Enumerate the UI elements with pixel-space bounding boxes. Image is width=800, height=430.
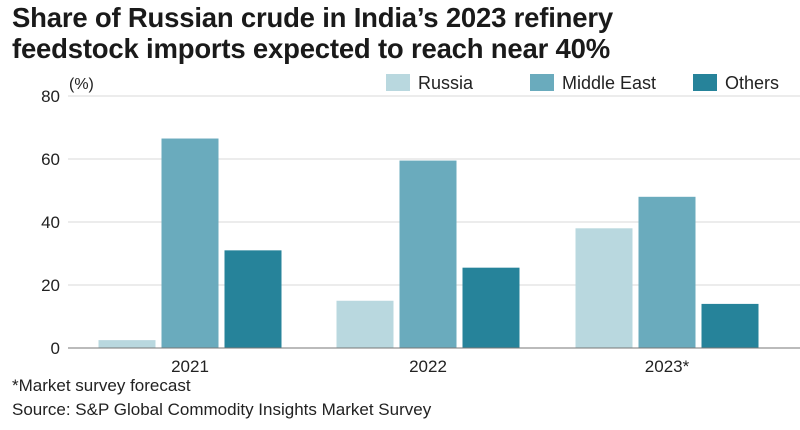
x-axis-ticks: 2021 2022 2023* <box>171 357 690 376</box>
chart-title: Share of Russian crude in India’s 2023 r… <box>12 2 792 64</box>
legend-swatch <box>693 74 717 91</box>
legend-swatch <box>530 74 554 91</box>
bar-middle-east-2023 <box>638 196 696 348</box>
bar-russia-2023 <box>575 228 633 348</box>
legend-item-middle-east: Middle East <box>530 73 656 93</box>
chart-title-line-1: Share of Russian crude in India’s 2023 r… <box>12 2 613 33</box>
legend-label: Russia <box>418 73 474 93</box>
legend-label: Others <box>725 73 779 93</box>
legend-label: Middle East <box>562 73 656 93</box>
x-tick-label: 2023* <box>645 357 690 376</box>
y-tick-label: 0 <box>51 339 60 358</box>
legend: Russia Middle East Others <box>386 73 779 93</box>
y-tick-label: 60 <box>41 150 60 169</box>
bar-others-2021 <box>224 250 282 348</box>
source-footnote: Source: S&P Global Commodity Insights Ma… <box>12 400 432 419</box>
bar-others-2022 <box>462 267 520 348</box>
legend-item-others: Others <box>693 73 779 93</box>
legend-swatch <box>386 74 410 91</box>
bar-russia-2021 <box>98 340 156 348</box>
bar-middle-east-2021 <box>161 138 219 348</box>
bars <box>98 138 759 348</box>
legend-item-russia: Russia <box>386 73 474 93</box>
y-axis-ticks: 0 20 40 60 80 <box>41 87 60 358</box>
chart-title-line-2: feedstock imports expected to reach near… <box>12 33 610 64</box>
forecast-footnote: *Market survey forecast <box>12 376 191 395</box>
y-tick-label: 20 <box>41 276 60 295</box>
x-tick-label: 2021 <box>171 357 209 376</box>
y-tick-label: 80 <box>41 87 60 106</box>
bar-middle-east-2022 <box>399 160 457 348</box>
bar-others-2023 <box>701 303 759 348</box>
y-tick-label: 40 <box>41 213 60 232</box>
y-axis-unit-label: (%) <box>69 76 94 93</box>
x-tick-label: 2022 <box>409 357 447 376</box>
bar-russia-2022 <box>336 300 394 348</box>
